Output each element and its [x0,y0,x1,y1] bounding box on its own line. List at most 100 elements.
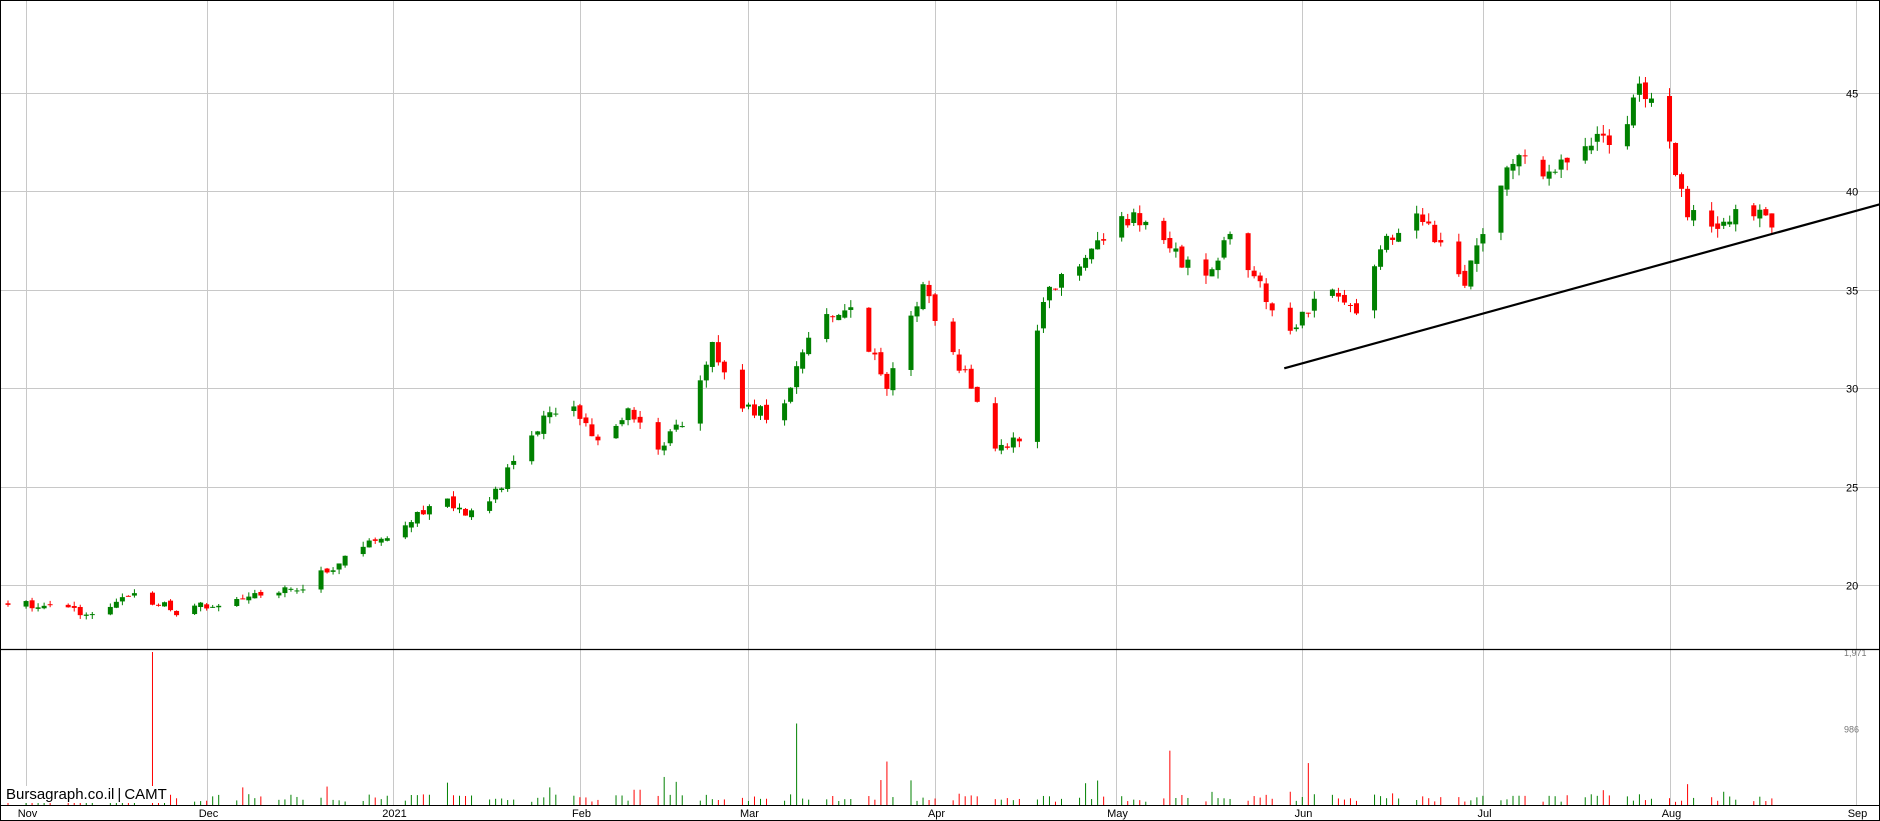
candle-body [583,417,589,424]
candle-body [288,588,294,590]
candle-body [1221,240,1227,258]
price-axis: 20 25 30 35 40 45 [1846,89,1858,593]
candle-body [758,406,763,416]
candle-body [1510,163,1516,171]
candle-body [1751,205,1757,217]
candle-body [402,525,408,538]
candle-body [1648,98,1654,103]
candle-body [149,592,155,605]
candle-body [1624,124,1630,147]
candle-body [1125,218,1131,226]
candle-body [1347,304,1353,306]
candle-body [282,587,288,594]
watermark-site: Bursagraph.co.il [6,786,115,803]
candle-body [884,373,890,389]
candle-body [156,604,161,606]
candle-body [469,510,475,518]
candle-body [47,604,53,606]
candle-body [1480,234,1486,244]
candle-body [1353,303,1359,314]
candle-body [1305,312,1311,314]
candle-body [234,599,240,606]
volume-tick-label: 986 [1844,725,1859,735]
candle-body [992,403,998,449]
candle-body [493,488,499,500]
candle-body [336,563,342,570]
candle-body [23,601,29,607]
candle-body [1715,223,1721,229]
candle-body [1161,220,1167,241]
candle-body [715,342,721,363]
candle-body [174,610,180,616]
watermark-ticker: CAMT [124,786,167,803]
candle-body [535,431,541,435]
x-tick-label: Mar [740,808,759,820]
volume-tick-label: 1,971 [1844,648,1867,658]
candle-body [216,605,222,608]
candle-body [878,352,884,375]
candle-body [252,593,258,599]
candle-body [372,539,378,541]
candle-body [721,361,727,373]
price-tick-label: 40 [1846,187,1858,199]
candle-body [1119,216,1125,238]
candle-body [420,510,426,515]
candle-body [1420,214,1426,223]
candle-body [541,415,547,434]
candle-body [1679,174,1685,189]
candle-body [782,403,788,421]
candle-body [300,589,306,591]
candle-body [890,368,896,391]
candle-body [1498,185,1504,233]
x-tick-label: Aug [1662,808,1682,820]
price-tick-label: 35 [1846,286,1858,298]
candle-body [1251,270,1257,277]
candle-body [577,405,583,419]
x-tick-label: Feb [572,808,591,820]
candle-body [1456,241,1462,275]
candle-body [1059,274,1064,288]
candle-body [547,412,553,418]
candle-body [1287,307,1293,331]
candle-body [619,420,625,425]
candle-body [1203,259,1209,276]
candle-body [1558,159,1564,170]
candle-body [631,409,637,420]
candle-body [1396,232,1402,242]
candle-body [1546,171,1552,179]
x-tick-label: Dec [199,808,219,820]
x-tick-label: Nov [18,808,38,820]
candle-body [294,590,300,592]
candle-body [920,284,926,310]
candle-body [113,601,119,608]
candle-body [1438,240,1444,243]
candle-body [848,307,854,310]
candle-body [1083,257,1089,268]
candle-body [246,596,252,601]
candle-body [131,593,137,596]
candle-body [1137,213,1143,226]
candle-body [1185,259,1191,268]
candle-body [1727,221,1733,225]
candle-body [1040,301,1046,329]
candle-body [457,507,462,510]
candle-body [35,607,41,609]
volume-axis: 1,971 986 [0,648,1880,806]
candle-body [926,284,932,297]
candle-body [330,570,336,572]
candle-body [89,614,95,616]
candle-body [529,435,535,462]
candle-body [450,496,456,509]
trendline [1283,203,1880,370]
candle-body [210,606,216,608]
candle-body [168,600,174,611]
candle-body [1763,209,1769,216]
candle-body [866,307,872,352]
candle-body [974,386,980,402]
candle-body [1143,221,1149,226]
price-tick-label: 30 [1846,384,1858,396]
candle-body [1269,303,1275,311]
candle-body [806,337,812,355]
candle-body [384,538,390,541]
